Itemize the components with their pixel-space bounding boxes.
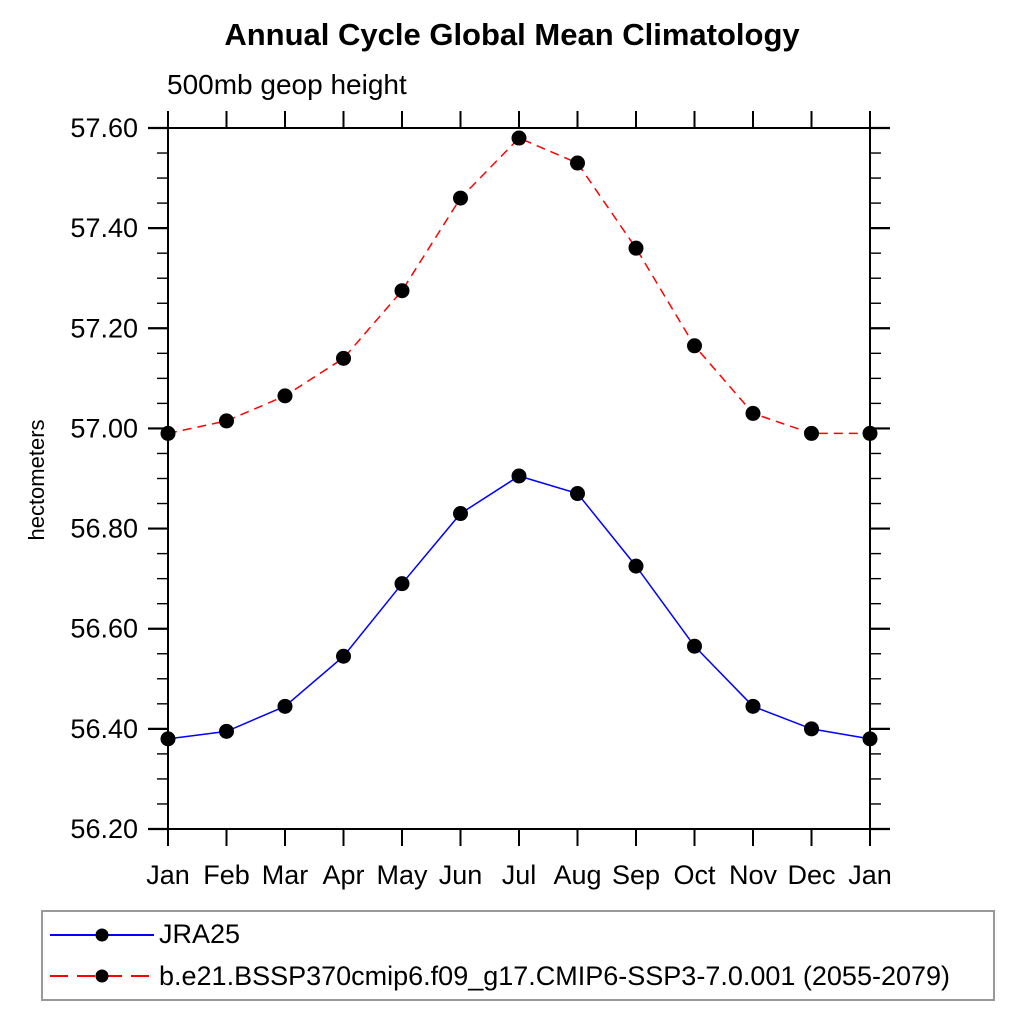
x-tick-label: Jan xyxy=(848,860,892,890)
series-0-marker xyxy=(453,506,468,522)
plot-frame xyxy=(167,127,871,830)
series-0-marker xyxy=(570,486,585,502)
x-tick-label: Aug xyxy=(553,860,601,890)
chart-title: Annual Cycle Global Mean Climatology xyxy=(224,17,800,52)
series-0-marker xyxy=(862,731,878,747)
y-tick-label: 56.60 xyxy=(70,614,138,644)
series-1-marker xyxy=(160,425,176,441)
series-1-marker xyxy=(453,190,468,206)
series-0-marker xyxy=(394,576,410,592)
x-tick-label: Jul xyxy=(502,860,537,890)
series-1-marker xyxy=(745,405,761,421)
x-tick-label: Jan xyxy=(146,860,190,890)
x-tick-label: Oct xyxy=(673,860,716,890)
series-line-0 xyxy=(167,475,871,740)
series-1-marker xyxy=(804,425,819,441)
series-1-marker xyxy=(394,283,410,299)
series-1-marker xyxy=(570,155,585,171)
x-tick-label: Feb xyxy=(203,860,250,890)
x-tick-label: Dec xyxy=(787,860,835,890)
legend-label: JRA25 xyxy=(159,919,241,950)
series-line-1 xyxy=(167,137,870,435)
legend-line-sample-dashed xyxy=(50,969,154,983)
series-1-marker xyxy=(628,240,644,256)
series-0-marker xyxy=(336,648,351,664)
plot-area: 56.20 56.40 56.60 56.80 57.00 57.20 57.40 57.60… xyxy=(70,111,892,890)
series-1-marker xyxy=(511,130,527,146)
y-tick-label: 57.60 xyxy=(70,113,138,143)
series-0-marker xyxy=(745,698,761,714)
series-1-marker xyxy=(687,338,702,354)
series-0-marker xyxy=(277,698,293,714)
y-tick-label: 56.20 xyxy=(70,814,138,844)
y-tick-label: 56.80 xyxy=(70,514,138,544)
legend-line-sample-solid xyxy=(50,928,154,942)
series-0-marker xyxy=(219,723,234,739)
y-tick-label: 56.40 xyxy=(70,714,138,744)
legend-item-model: b.e21.BSSP370cmip6.f09_g17.CMIP6-SSP3-7.… xyxy=(47,956,993,996)
legend: JRA25 b.e21.BSSP370cmip6.f09_g17.CMIP6-S… xyxy=(41,910,995,1001)
series-1-marker xyxy=(219,413,234,429)
y-tick-label: 57.20 xyxy=(70,313,138,343)
x-tick-label: Mar xyxy=(262,860,309,890)
y-tick-label: 57.00 xyxy=(70,413,138,443)
series-0-marker xyxy=(687,638,702,654)
chart-subtitle: 500mb geop height xyxy=(167,69,407,100)
x-tick-label: Sep xyxy=(612,860,660,890)
series-1-marker xyxy=(277,388,293,404)
series-0-marker xyxy=(804,721,819,737)
series-0-marker xyxy=(511,468,527,484)
x-tick-label: Jun xyxy=(439,860,483,890)
x-tick-label: Apr xyxy=(322,860,364,890)
series-1-marker xyxy=(336,350,351,366)
series-1-marker xyxy=(862,425,878,441)
y-tick-label: 57.40 xyxy=(70,213,138,243)
legend-label: b.e21.BSSP370cmip6.f09_g17.CMIP6-SSP3-7.… xyxy=(159,960,951,991)
series-0-marker xyxy=(160,731,176,747)
x-tick-label: Nov xyxy=(729,860,778,890)
legend-item-jra25: JRA25 xyxy=(47,915,993,955)
series-0-marker xyxy=(628,558,644,574)
x-tick-label: May xyxy=(376,860,428,890)
